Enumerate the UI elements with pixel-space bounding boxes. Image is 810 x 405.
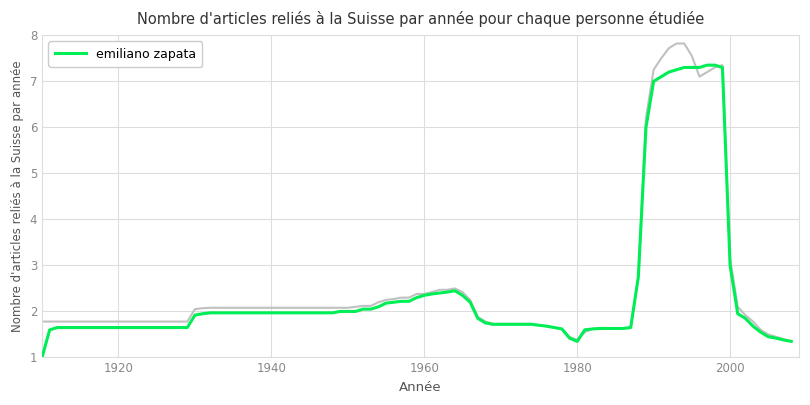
emiliano zapata: [213, 310, 223, 315]
emiliano zapata: [435, 291, 445, 296]
Legend: emiliano zapata: emiliano zapata: [49, 41, 202, 67]
Title: Nombre d'articles reliés à la Suisse par année pour chaque personne étudiée: Nombre d'articles reliés à la Suisse par…: [137, 11, 704, 27]
emiliano zapata: [702, 63, 712, 68]
X-axis label: Année: Année: [399, 381, 441, 394]
emiliano zapata: [236, 310, 245, 315]
emiliano zapata: [37, 355, 47, 360]
emiliano zapata: [787, 339, 796, 344]
emiliano zapata: [626, 325, 636, 330]
Line: emiliano zapata: emiliano zapata: [42, 65, 791, 358]
Y-axis label: Nombre d'articles reliés à la Suisse par année: Nombre d'articles reliés à la Suisse par…: [11, 60, 24, 332]
emiliano zapata: [266, 310, 276, 315]
emiliano zapata: [411, 295, 421, 300]
